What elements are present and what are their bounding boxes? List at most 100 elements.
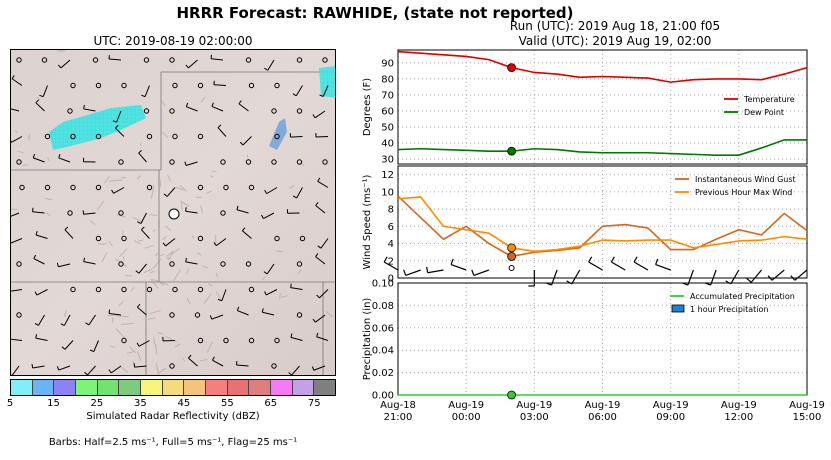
x-tick-label-time: 12:00 [724,412,753,423]
wind-barb [633,261,649,271]
wind-barb-flag [588,256,593,263]
x-tick-label-date: Aug-19 [585,400,621,411]
wind-barb-flag [790,275,796,281]
colorbar-cell [162,380,185,395]
colorbar-tick-label: 25 [90,398,104,409]
x-tick-label-time: 09:00 [656,412,685,423]
station-marker [168,208,180,220]
y-tick-label: 6 [388,222,394,233]
y-tick-label: 0.00 [372,391,394,402]
wind-barb-flag [767,275,773,281]
colorbar-cell [54,380,77,395]
y-tick-label: 0 [388,274,394,285]
wind-barb [794,269,808,281]
y-tick-label: 0.04 [372,346,394,357]
colorbar-tick-label: 45 [177,398,191,409]
series-line-2 [397,196,808,253]
chart-panel-1: 30 40 50 60 70 80 90 Degrees (F) Temperature Dew … [362,49,808,166]
y-tick-label: 0.08 [372,301,394,312]
wind-barb-flag [633,256,638,263]
y-tick-label: 70 [381,90,394,101]
colorbar-tick-label: 5 [6,398,14,409]
calm-barb [508,265,515,271]
radar-map-panel [10,49,336,376]
x-tick-label-date: Aug-19 [721,400,757,411]
current-time-marker [507,390,517,400]
legend-swatch [671,304,685,313]
valid-time-title: Valid (UTC): 2019 Aug 19, 02:00 [518,34,712,48]
legend: Instantaneous Wind Gust Previous Hour Max… [675,175,796,197]
wind-barb [383,261,399,271]
wind-barb [571,269,581,285]
legend-label: Temperature [743,95,795,104]
y-tick-label: 10 [381,187,394,198]
colorbar-cell [227,380,250,395]
series-line-1 [397,50,808,83]
state-boundaries [11,71,335,375]
series-line-2 [397,139,807,156]
current-time-marker [507,252,517,261]
y-axis-label: Wind Speed (ms⁻¹) [362,174,373,269]
x-tick-label-date: Aug-19 [789,400,825,411]
terrain-texture [11,50,333,375]
wind-barb [588,261,603,271]
wind-barb-flag [471,269,475,276]
current-time-marker [507,63,517,73]
y-tick-label: 60 [381,107,394,118]
wind-barb [750,269,763,283]
wind-barb-flag [655,258,659,265]
y-tick-label: 12 [381,170,394,181]
colorbar-cell [141,380,163,395]
colorbar-tick-label: 65 [264,398,278,409]
map-time-title: UTC: 2019-08-19 02:00:00 [93,34,253,48]
wind-barb-flag [610,256,615,263]
legend: Accumulated Precipitation 1 hour Precipit… [670,292,795,314]
main-title: HRRR Forecast: RAWHIDE, (state not repor… [176,4,574,22]
legend-label: Previous Hour Max Wind [695,188,792,197]
colorbar-cell [184,380,207,395]
y-tick-label: 50 [381,123,394,134]
wind-barb-flag [426,266,429,273]
y-axis-label: Degrees (F) [362,78,373,136]
chart-panel-2: 0 2 4 6 8 10 12 Wind Speed (ms⁻¹) Instantaneous … [362,165,808,287]
wind-barb [405,269,421,277]
wind-barbs [383,256,808,287]
run-time-title: Run (UTC): 2019 Aug 18, 21:00 f05 [509,19,721,33]
colorbar-cell [32,380,55,395]
colorbar-cell [271,380,293,395]
x-tick-label-date: Aug-19 [653,400,689,411]
chart-panel-3: 0.00 0.02 0.04 0.06 0.08 0.10 Precipitation (i… [362,279,825,424]
plot-frame [397,49,808,165]
colorbar-cell [11,380,33,395]
colorbar-cell [76,380,98,395]
wind-barb [655,263,671,271]
x-tick-label-date: Aug-18 [380,400,416,411]
wind-barb [450,263,467,271]
current-time-marker [507,243,517,253]
legend-label: 1 hour Precipitation [690,305,769,314]
colorbar-ticks: 5 15 25 35 45 55 65 75 [6,398,336,410]
wind-barb-flag [746,277,752,283]
colorbar-cell [97,380,120,395]
wind-barb-flag [383,256,388,263]
colorbar-cell [206,380,228,395]
wind-barb [730,269,740,285]
wind-barb [427,269,444,274]
reflectivity-colorbar [10,379,336,396]
legend-label: Accumulated Precipitation [690,292,795,301]
plot-frame [397,165,808,279]
wind-barb-flag [450,258,454,265]
current-time-marker [507,146,517,156]
barb-legend-note: Barbs: Half=2.5 ms⁻¹, Full=5 ms⁻¹, Flag=… [48,437,298,448]
y-tick-label: 0.06 [372,323,394,334]
legend-label: Dew Point [744,108,784,117]
wind-barb-flag [403,269,407,276]
colorbar-tick-label: 15 [47,398,60,409]
colorbar-tick-label: 55 [220,398,234,409]
legend-label: Instantaneous Wind Gust [695,175,796,184]
y-tick-label: 0.02 [372,368,394,379]
x-tick-label-time: 21:00 [384,412,413,423]
legend: Temperature Dew Point [724,95,795,117]
series-line-1 [397,195,808,258]
